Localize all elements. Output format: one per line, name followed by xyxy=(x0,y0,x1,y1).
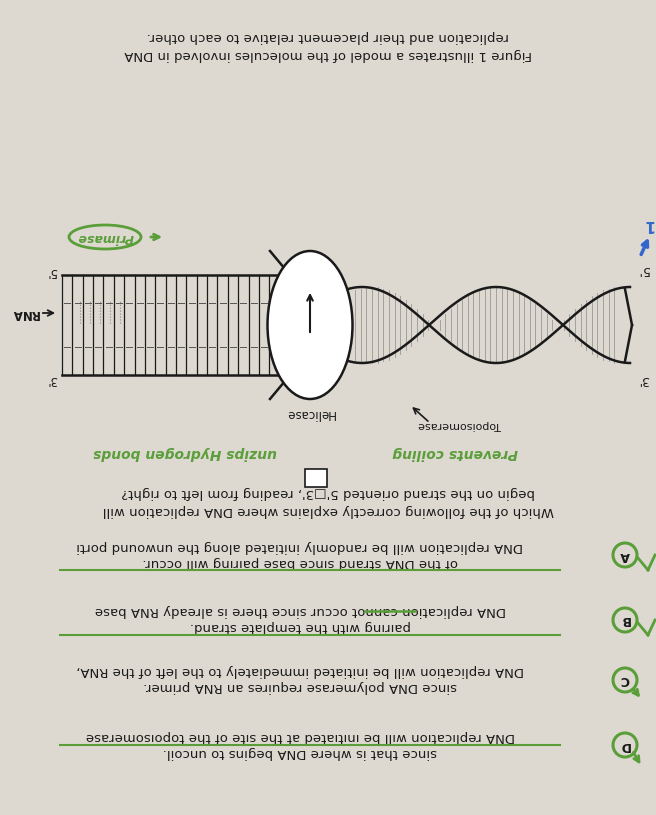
Text: 5': 5' xyxy=(47,265,57,277)
Text: DNA replication will be randomly initiated along the unwound porti: DNA replication will be randomly initiat… xyxy=(77,540,523,553)
Text: Primase: Primase xyxy=(77,231,133,244)
Text: since DNA polymerase requires an RNA primer.: since DNA polymerase requires an RNA pri… xyxy=(143,681,457,694)
Text: begin on the strand oriented 5'□3', reading from left to right?: begin on the strand oriented 5'□3', read… xyxy=(121,486,535,499)
Text: replication and their placement relative to each other.: replication and their placement relative… xyxy=(147,30,509,43)
Text: Figure 1 illustrates a model of the molecules involved in DNA: Figure 1 illustrates a model of the mole… xyxy=(124,49,532,61)
Text: DNA replication will be initiated at the site of the topoisomerase: DNA replication will be initiated at the… xyxy=(85,729,514,742)
Text: 3': 3' xyxy=(638,373,649,386)
Text: 0: 0 xyxy=(312,472,319,484)
Text: unzips Hydrogen bonds: unzips Hydrogen bonds xyxy=(93,446,277,460)
Text: 5': 5' xyxy=(637,263,649,276)
Text: RNA: RNA xyxy=(11,306,39,319)
Text: of the DNA strand since base pairing will occur.: of the DNA strand since base pairing wil… xyxy=(142,556,458,569)
Text: DNA replication cannot occur since there is already RNA base: DNA replication cannot occur since there… xyxy=(94,605,506,618)
Text: B: B xyxy=(621,614,630,627)
Text: since that is where DNA begins to uncoil.: since that is where DNA begins to uncoil… xyxy=(163,746,437,759)
Bar xyxy=(305,469,327,487)
Text: DNA replication will be initiated immediately to the left of the RNA,: DNA replication will be initiated immedi… xyxy=(76,664,524,677)
Text: Prevents coiling: Prevents coiling xyxy=(392,446,518,460)
Text: 1: 1 xyxy=(643,218,653,232)
Text: pairing with the template strand.: pairing with the template strand. xyxy=(190,620,411,633)
Text: A: A xyxy=(620,548,630,562)
Text: 3': 3' xyxy=(47,372,57,385)
Text: Helicase: Helicase xyxy=(285,407,335,420)
Ellipse shape xyxy=(268,251,352,399)
Text: D: D xyxy=(620,738,630,751)
Text: Topoisomerase: Topoisomerase xyxy=(419,420,501,430)
Text: Which of the following correctly explains where DNA replication will: Which of the following correctly explain… xyxy=(102,504,554,517)
Text: C: C xyxy=(621,673,630,686)
